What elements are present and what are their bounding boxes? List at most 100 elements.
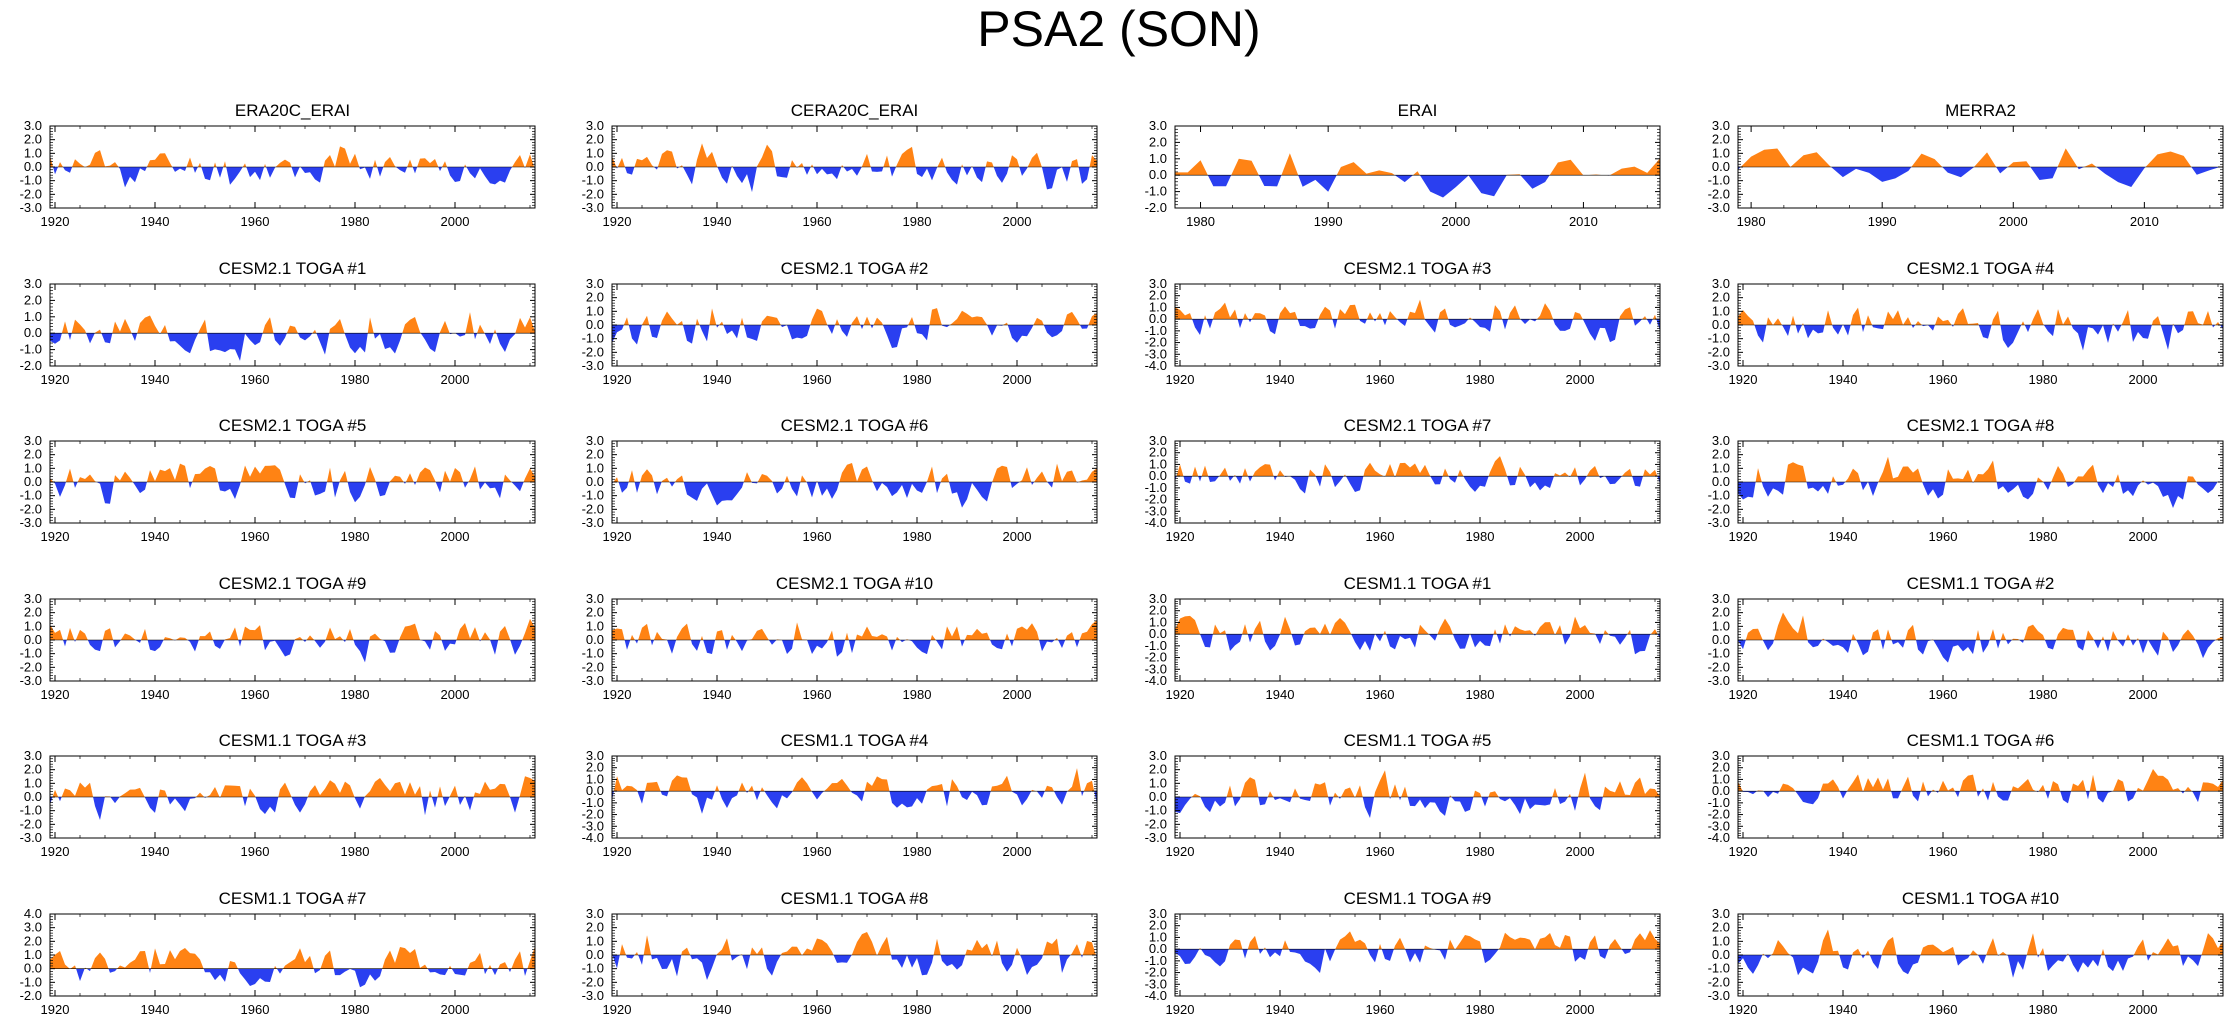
y-tick-label: 0.0 xyxy=(1712,783,1730,798)
x-tick-label: 1960 xyxy=(1366,1002,1395,1017)
y-tick-label: -1.0 xyxy=(1145,953,1167,968)
positive-area xyxy=(50,463,535,482)
x-tick-label: 1980 xyxy=(903,687,932,702)
y-tick-label: 0.0 xyxy=(1149,789,1167,804)
x-tick-label: 2000 xyxy=(2129,1002,2158,1017)
panel-svg: CESM2.1 TOGA #10 3.02.01.00.0-1.0-2.0-3.0… xyxy=(582,574,1098,702)
panel-15: CESM1.1 TOGA #1 3.0 2.0 1.0 0.0 -1.0 -2.0 -3.0-… xyxy=(1125,563,1685,713)
x-tick-label: 1920 xyxy=(1166,372,1195,387)
y-tick-label: -4.0 xyxy=(582,830,604,845)
x-tick-label: 2000 xyxy=(1566,844,1595,859)
panel-svg: CESM1.1 TOGA #10 3.02.01.00.0-1.0-2.0-3.0… xyxy=(1708,889,2224,1017)
panel-title: CESM1.1 TOGA #6 xyxy=(1907,731,2055,750)
positive-area xyxy=(1175,153,1660,176)
y-tick-label: -3.0 xyxy=(582,988,604,1003)
y-tick-label: 1.0 xyxy=(24,775,42,790)
y-tick-label: -1.0 xyxy=(1145,638,1167,653)
figure-title: PSA2 (SON) xyxy=(977,1,1261,57)
y-tick-label: -3.0 xyxy=(582,673,604,688)
x-tick-label: 1960 xyxy=(1929,687,1958,702)
positive-area xyxy=(50,618,535,640)
y-tick-label: 2.0 xyxy=(1149,603,1167,618)
positive-area xyxy=(1175,930,1660,950)
x-tick-label: 2000 xyxy=(441,214,470,229)
y-tick-label: -2.0 xyxy=(582,501,604,516)
y-tick-label: 1.0 xyxy=(1149,614,1167,629)
x-tick-label: 1980 xyxy=(903,529,932,544)
y-tick-label: -1.0 xyxy=(1708,488,1730,503)
panel-svg: CESM1.1 TOGA #4 3.02.01.00.0-1.0-2.0-3.0-… xyxy=(582,731,1098,859)
panel-4: MERRA2 3.0 2.0 1.0 0.0 -1.0 -2.0 -3.0 1980 1990 20… xyxy=(1688,90,2238,240)
negative-area xyxy=(1175,476,1660,494)
negative-area xyxy=(50,640,535,663)
x-tick-label: 1920 xyxy=(1166,1002,1195,1017)
y-tick-label: 1.0 xyxy=(1712,145,1730,160)
y-tick-label: -1.0 xyxy=(1708,961,1730,976)
y-tick-label: 1.0 xyxy=(586,303,604,318)
x-tick-label: 1940 xyxy=(703,687,732,702)
y-tick-label: 0.0 xyxy=(24,325,42,340)
panel-title: CESM2.1 TOGA #1 xyxy=(219,259,367,278)
x-tick-label: 1980 xyxy=(1737,214,1766,229)
y-tick-label: 0.0 xyxy=(1149,468,1167,483)
x-tick-label: 2000 xyxy=(2129,529,2158,544)
y-tick-label: 3.0 xyxy=(1149,433,1167,448)
y-tick-label: -3.0 xyxy=(1708,818,1730,833)
negative-area xyxy=(612,482,1097,508)
x-tick-label: 1940 xyxy=(141,529,170,544)
positive-area xyxy=(50,946,535,969)
y-tick-label: -1.0 xyxy=(582,173,604,188)
y-tick-label: 3.0 xyxy=(586,906,604,921)
y-tick-label: -3.0 xyxy=(582,515,604,530)
panel-svg: CESM2.1 TOGA #63.02.01.00.0-1.0-2.0-3.01… xyxy=(582,416,1098,544)
x-tick-label: 2000 xyxy=(2129,687,2158,702)
y-tick-label: 0.0 xyxy=(1712,474,1730,489)
y-tick-label: -3.0 xyxy=(1708,515,1730,530)
x-tick-label: 1960 xyxy=(803,1002,832,1017)
y-tick-label: -2.0 xyxy=(582,344,604,359)
x-tick-label: 1960 xyxy=(1929,372,1958,387)
x-tick-label: 1980 xyxy=(2029,687,2058,702)
x-tick-label: 1940 xyxy=(703,1002,732,1017)
x-tick-label: 1940 xyxy=(1266,372,1295,387)
y-tick-label: -2.0 xyxy=(20,988,42,1003)
x-tick-label: 1920 xyxy=(41,844,70,859)
x-tick-label: 1980 xyxy=(2029,844,2058,859)
panel-7: CESM2.1 TOGA #3 3.0 2.0 1.0 0.0 -1.0 -2.0 -3.0-… xyxy=(1125,248,1685,398)
y-tick-label: -1.0 xyxy=(20,646,42,661)
y-tick-label: 2.0 xyxy=(1712,920,1730,935)
x-tick-label: 1940 xyxy=(141,214,170,229)
y-tick-label: 0.0 xyxy=(586,159,604,174)
positive-area xyxy=(1738,612,2223,640)
y-tick-label: -3.0 xyxy=(1708,988,1730,1003)
negative-area xyxy=(612,791,1097,814)
y-tick-label: -2.0 xyxy=(1145,650,1167,665)
positive-area xyxy=(1175,456,1660,477)
negative-area xyxy=(50,482,535,504)
y-tick-label: -1.0 xyxy=(1708,173,1730,188)
x-tick-label: 1920 xyxy=(41,1002,70,1017)
x-tick-label: 2000 xyxy=(2129,372,2158,387)
y-tick-label: -1.0 xyxy=(20,342,42,357)
y-tick-label: -1.0 xyxy=(1145,803,1167,818)
x-tick-label: 1980 xyxy=(2029,372,2058,387)
y-tick-label: 1.0 xyxy=(24,618,42,633)
x-tick-label: 1920 xyxy=(603,1002,632,1017)
y-tick-label: -1.0 xyxy=(1708,646,1730,661)
x-tick-label: 2000 xyxy=(441,687,470,702)
y-tick-label: 2.0 xyxy=(586,447,604,462)
panel-svg: CESM1.1 TOGA #74.03.02.01.00.0-1.0-2.019… xyxy=(20,889,536,1017)
y-tick-label: 2.0 xyxy=(24,447,42,462)
x-tick-label: 2000 xyxy=(1566,1002,1595,1017)
y-tick-label: -2.0 xyxy=(20,816,42,831)
panel-svg: CERA20C_ERAI 3.02.01.00.0-1.0-2.0-3.01920… xyxy=(582,101,1098,229)
x-tick-label: 1960 xyxy=(241,214,270,229)
panel-2: CERA20C_ERAI 3.0 2.0 1.0 0.0 -1.0 -2.0 -3.0 1920… xyxy=(562,90,1122,240)
positive-area xyxy=(1738,148,2223,167)
positive-area xyxy=(1738,456,2223,482)
positive-area xyxy=(1175,615,1660,635)
panel-6: CESM2.1 TOGA #2 3.0 2.0 1.0 0.0 -1.0 -2.0 -3.0 1… xyxy=(562,248,1122,398)
y-tick-label: 2.0 xyxy=(1712,605,1730,620)
